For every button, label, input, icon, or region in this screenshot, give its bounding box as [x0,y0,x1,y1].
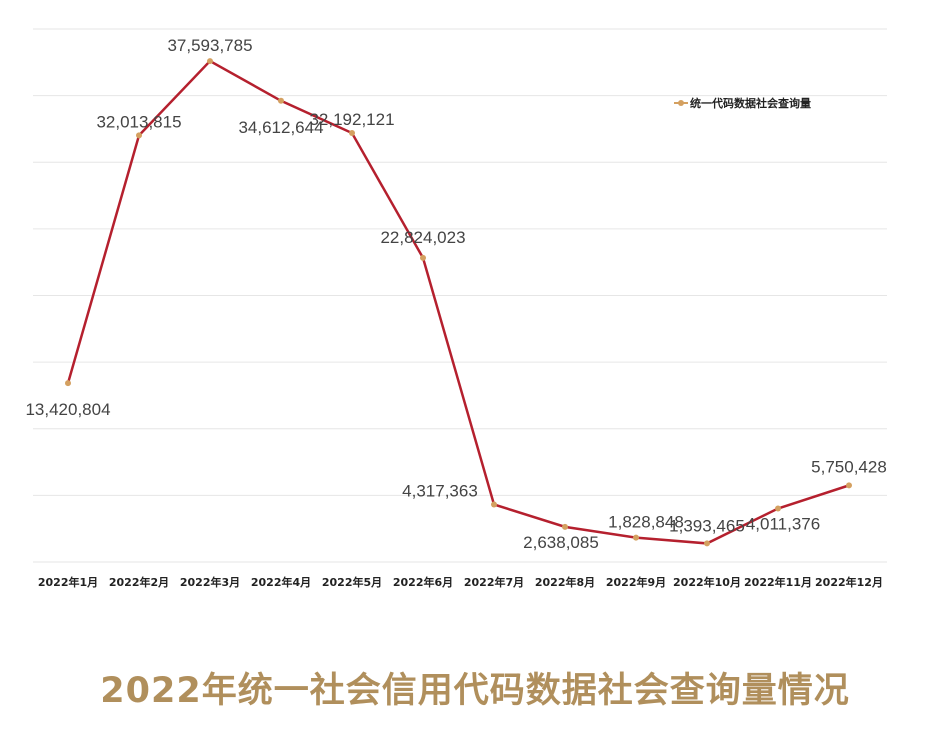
markers [65,58,852,547]
x-tick-label: 2022年1月 [38,575,98,589]
x-tick-label: 2022年4月 [251,575,311,589]
x-tick-label: 2022年8月 [535,575,595,589]
x-tick-label: 2022年12月 [815,575,883,589]
legend: 统一代码数据社会查询量 [674,96,811,110]
gridlines [33,28,887,563]
x-tick-label: 2022年6月 [393,575,453,589]
line-chart: 13,420,804 32,013,815 37,593,785 34,612,644… [25,28,887,589]
data-point [704,540,710,547]
data-point [207,58,213,65]
data-point [491,501,497,508]
x-tick-label: 2022年11月 [744,575,812,589]
x-tick-label: 2022年2月 [109,575,169,589]
chart-caption: 2022年统一社会信用代码数据社会查询量情况 [100,671,850,711]
legend-label: 统一代码数据社会查询量 [690,96,811,110]
data-label: 5,750,428 [811,457,887,476]
data-point [136,132,142,139]
series-line [66,59,850,545]
data-label: 4,011,376 [746,515,820,534]
data-label: 2,638,085 [523,533,599,552]
x-tick-label: 2022年9月 [606,575,666,589]
x-tick-label: 2022年5月 [322,575,382,589]
data-point [846,482,852,489]
data-point [562,523,568,530]
data-label: 32,192,121 [309,110,394,129]
data-label: 1,828,848 [608,513,684,532]
data-labels: 13,420,804 32,013,815 37,593,785 34,612,644… [25,36,886,552]
data-point [775,505,781,512]
data-label: 37,593,785 [167,36,252,55]
data-point [278,97,284,104]
x-tick-label: 2022年10月 [673,575,741,589]
data-point [65,380,71,387]
data-point [349,130,355,137]
data-point [633,534,639,541]
data-label: 13,420,804 [25,400,110,419]
data-label: 22,824,023 [380,228,465,247]
data-label: 4,317,363 [402,481,478,500]
data-label: 34,612,644 [238,118,323,137]
x-axis-tick-labels: 2022年1月 2022年2月 2022年3月 2022年4月 2022年5月 2022年… [38,575,883,589]
data-point [420,254,426,261]
legend-marker-swatch [678,100,684,106]
data-label: 32,013,815 [96,112,181,131]
data-label: 1,393,465 [669,516,745,535]
x-tick-label: 2022年3月 [180,575,240,589]
x-tick-label: 2022年7月 [464,575,524,589]
